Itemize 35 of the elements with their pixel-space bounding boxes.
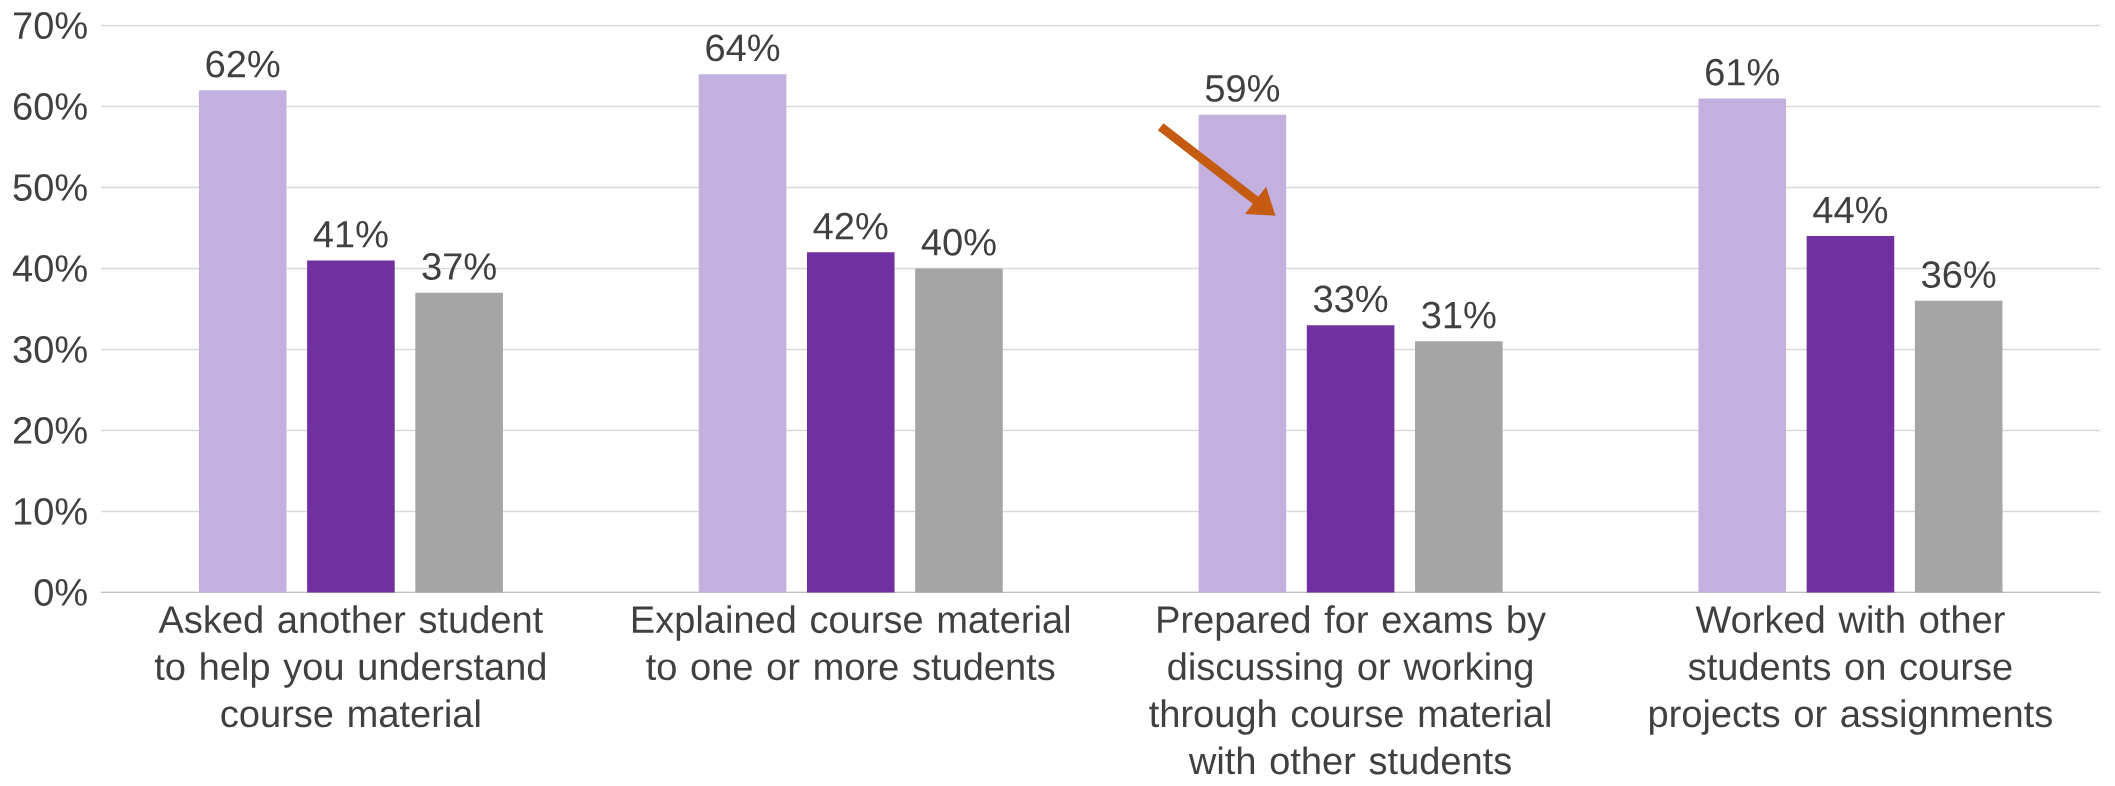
y-tick-label: 40% xyxy=(12,254,87,282)
x-tick-label: Prepared for exams by discussing or working through course material with other students xyxy=(1149,604,1550,775)
bar xyxy=(806,252,895,593)
data-label: 36% xyxy=(1922,260,1996,288)
bar xyxy=(1306,324,1395,593)
data-label: 64% xyxy=(706,34,780,62)
bar xyxy=(198,90,287,593)
bar xyxy=(1415,341,1503,593)
data-label: 33% xyxy=(1313,285,1388,313)
data-label: 41% xyxy=(313,220,388,248)
data-label: 40% xyxy=(921,228,996,256)
bar xyxy=(698,73,787,593)
y-tick-label: 10% xyxy=(14,497,87,525)
y-tick-label: 30% xyxy=(13,335,87,363)
bar xyxy=(307,260,395,593)
data-label: 44% xyxy=(1813,196,1888,224)
bar xyxy=(415,292,503,593)
data-label: 59% xyxy=(1205,74,1280,102)
y-tick-label: 50% xyxy=(13,173,87,201)
data-label: 62% xyxy=(206,50,280,78)
y-tick-label: 20% xyxy=(14,416,87,444)
data-label: 42% xyxy=(813,212,888,240)
bar xyxy=(1806,235,1895,593)
y-tick-label: 0% xyxy=(34,578,87,606)
bar xyxy=(915,268,1003,593)
bar xyxy=(1914,300,2003,593)
y-tick-label: 60% xyxy=(14,92,87,120)
x-tick-label: Explained course material to one or more students xyxy=(632,604,1070,681)
x-tick-label: Asked another student to help you understand course material xyxy=(154,604,545,728)
y-tick-label: 70% xyxy=(14,11,87,39)
bar xyxy=(1698,98,1787,593)
data-label: 61% xyxy=(1706,58,1779,86)
data-label: 31% xyxy=(1422,301,1496,329)
data-label: 37% xyxy=(422,252,496,280)
x-tick-label: Worked with other students on course projects or assignments xyxy=(1649,604,2052,735)
